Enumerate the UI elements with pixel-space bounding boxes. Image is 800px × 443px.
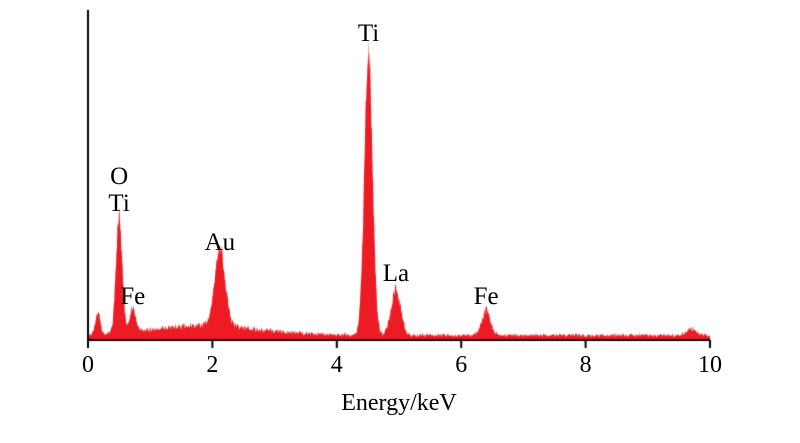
eds-spectrum-figure: Energy/keV 0 2 4 6 8 10 O Ti Fe Au Ti La Fe [0, 0, 800, 443]
spectrum-canvas [0, 0, 800, 443]
